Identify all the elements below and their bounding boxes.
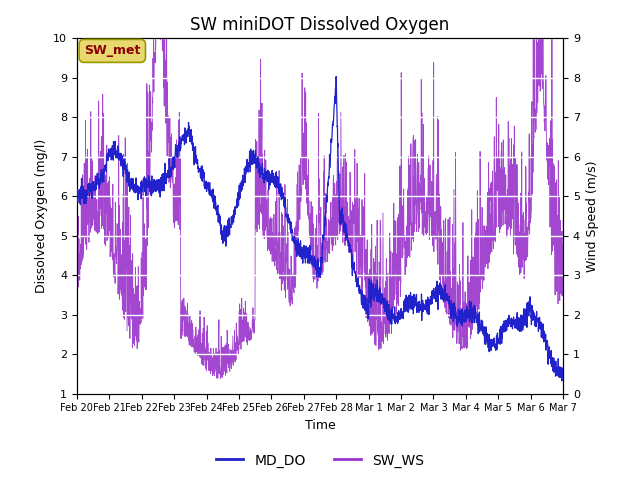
Title: SW miniDOT Dissolved Oxygen: SW miniDOT Dissolved Oxygen [190,16,450,34]
X-axis label: Time: Time [305,419,335,432]
Y-axis label: Dissolved Oxygen (mg/l): Dissolved Oxygen (mg/l) [35,139,47,293]
Legend: MD_DO, SW_WS: MD_DO, SW_WS [210,448,430,473]
Y-axis label: Wind Speed (m/s): Wind Speed (m/s) [586,160,598,272]
Text: SW_met: SW_met [84,44,140,58]
